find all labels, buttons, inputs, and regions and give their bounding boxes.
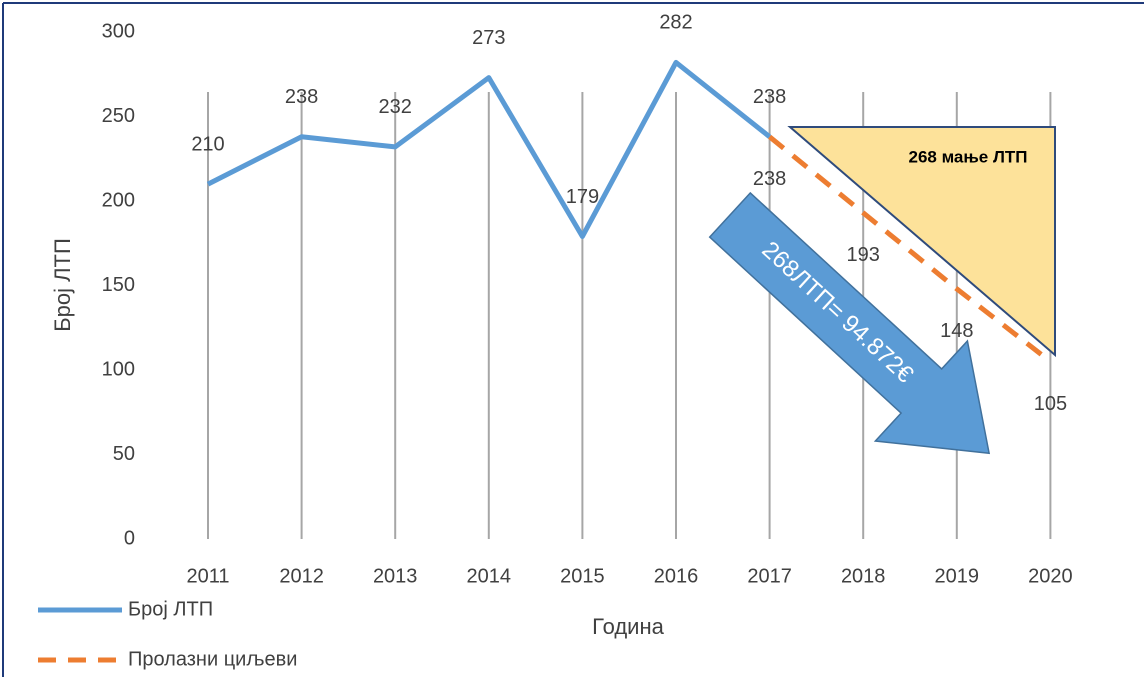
data-label: 210 (191, 133, 224, 155)
x-tick-label: 2020 (1028, 565, 1073, 587)
y-tick-label: 200 (102, 189, 135, 211)
arrow (708, 191, 991, 455)
x-tick-label: 2012 (279, 565, 324, 587)
series-line (768, 134, 1052, 364)
data-label: 238 (753, 86, 786, 108)
data-label: 273 (472, 27, 505, 49)
series-line (206, 59, 772, 239)
x-tick-label: 2016 (654, 565, 699, 587)
y-tick-label: 250 (102, 105, 135, 127)
triangle-annotation: 268 мање ЛТП (787, 126, 1056, 358)
y-tick-label: 300 (102, 20, 135, 42)
x-tick-label: 2011 (186, 565, 229, 587)
data-label: 238 (753, 168, 786, 190)
legend-label: Пролазни циљеви (128, 648, 297, 670)
data-label: 193 (847, 244, 880, 266)
x-tick-label: 2018 (841, 565, 886, 587)
y-tick-label: 150 (102, 274, 135, 296)
triangle (787, 126, 1056, 358)
data-label: 282 (659, 12, 692, 34)
data-label: 238 (285, 86, 318, 108)
legend: Број ЛТП Пролазни циљеви (38, 598, 297, 670)
data-label: 179 (566, 186, 599, 208)
x-tick-label: 2013 (373, 565, 418, 587)
labels: 0 50 100 150 200 250 300 2011 2012 2013 2014 2015 20… (102, 12, 1073, 588)
triangle-text: 268 мање ЛТП (908, 147, 1027, 166)
y-tick-label: 50 (113, 443, 135, 465)
legend-label: Број ЛТП (128, 598, 213, 620)
x-tick-label: 2019 (935, 565, 980, 587)
x-tick-label: 2015 (560, 565, 605, 587)
y-tick-label: 0 (124, 527, 135, 549)
x-tick-label: 2014 (467, 565, 512, 587)
data-label: 232 (379, 96, 412, 118)
y-axis-title: Број ЛТП (50, 238, 75, 332)
data-label: 148 (940, 320, 973, 342)
x-tick-label: 2017 (747, 565, 792, 587)
lines (206, 59, 1052, 364)
x-axis-title: Година (592, 614, 664, 639)
y-tick-label: 100 (102, 358, 135, 380)
data-label: 105 (1034, 393, 1067, 415)
